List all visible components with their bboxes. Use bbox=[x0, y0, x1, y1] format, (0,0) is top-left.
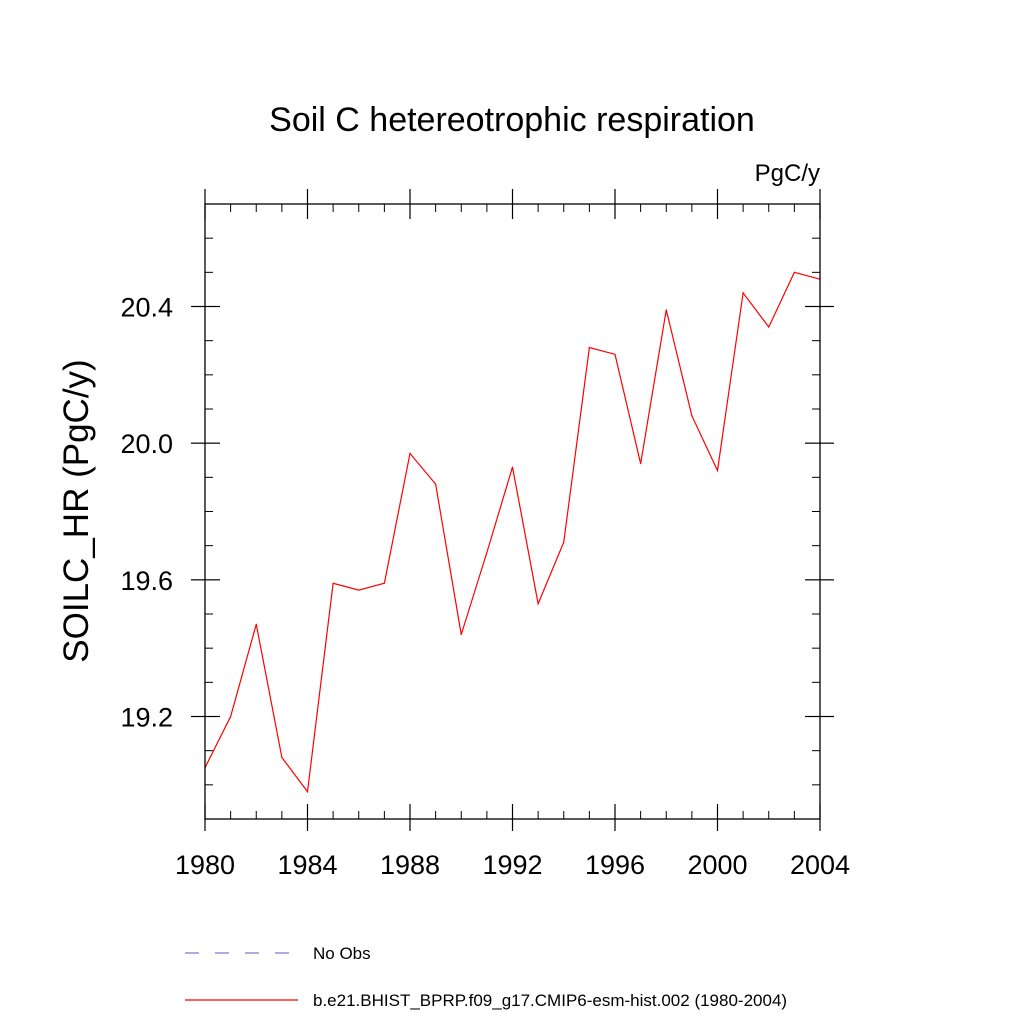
units-label: PgC/y bbox=[755, 160, 820, 187]
y-tick-label: 19.6 bbox=[120, 566, 173, 596]
major-ticks bbox=[191, 189, 834, 831]
legend-label-model: b.e21.BHIST_BPRP.f09_g17.CMIP6-esm-hist.… bbox=[313, 991, 787, 1010]
x-tick-label: 1996 bbox=[585, 850, 645, 880]
data-point bbox=[588, 346, 590, 349]
data-point bbox=[563, 541, 565, 543]
data-point bbox=[640, 463, 642, 465]
tick-labels: 1980 1984 1988 1992 1996 2000 2004 19.2 19.6 20.0… bbox=[120, 293, 850, 881]
data-point bbox=[511, 466, 514, 468]
legend: No Obs b.e21.BHIST_BPRP.f09_g17.CMIP6-es… bbox=[185, 944, 787, 1010]
x-tick-label: 2000 bbox=[687, 850, 747, 880]
series-line bbox=[204, 271, 821, 794]
series-layer bbox=[204, 271, 821, 794]
data-point bbox=[281, 756, 283, 759]
data-point bbox=[409, 452, 411, 455]
data-point bbox=[742, 292, 744, 294]
data-point bbox=[486, 551, 488, 554]
minor-ticks bbox=[205, 204, 820, 819]
x-tick-label: 1992 bbox=[482, 850, 542, 880]
legend-label-no-obs: No Obs bbox=[313, 944, 371, 963]
data-point bbox=[460, 633, 462, 636]
chart-title: Soil C hetereotrophic respiration bbox=[269, 101, 755, 139]
data-point bbox=[793, 271, 795, 273]
data-point bbox=[691, 415, 693, 417]
data-point bbox=[614, 353, 616, 355]
data-point bbox=[716, 469, 719, 472]
y-tick-label: 19.2 bbox=[120, 703, 173, 733]
data-point bbox=[435, 483, 437, 485]
x-tick-label: 1988 bbox=[380, 850, 440, 880]
x-tick-label: 1984 bbox=[277, 850, 337, 880]
data-point bbox=[665, 309, 667, 311]
data-point bbox=[383, 582, 385, 584]
data-point bbox=[768, 326, 770, 328]
y-tick-label: 20.0 bbox=[120, 429, 173, 459]
y-axis-label: SOILC_HR (PgC/y) bbox=[57, 359, 96, 662]
x-tick-label: 2004 bbox=[790, 850, 850, 880]
data-point bbox=[306, 791, 309, 793]
data-point bbox=[230, 715, 232, 718]
y-tick-label: 20.4 bbox=[120, 293, 173, 323]
x-tick-label: 1980 bbox=[175, 850, 235, 880]
plot-frame bbox=[204, 203, 821, 820]
data-point bbox=[358, 589, 360, 591]
data-point bbox=[537, 603, 539, 605]
data-point bbox=[255, 623, 257, 625]
data-point bbox=[332, 582, 334, 584]
